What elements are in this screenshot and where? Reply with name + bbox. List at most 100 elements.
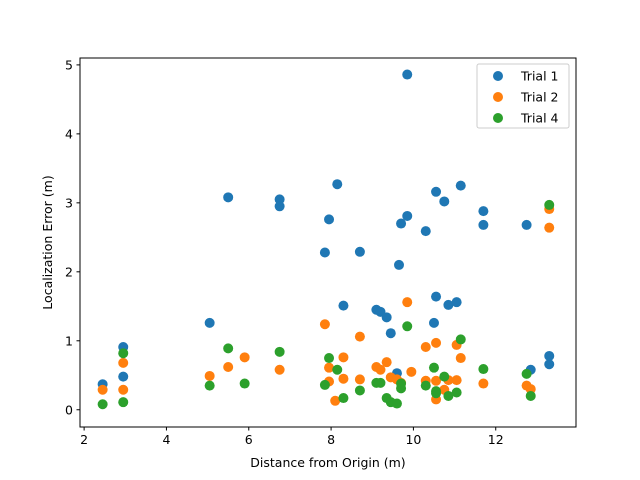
data-point — [319, 319, 330, 330]
data-point — [443, 390, 454, 401]
legend-marker-trial-1 — [493, 71, 503, 81]
data-point — [338, 373, 349, 384]
data-point — [274, 194, 285, 205]
data-point — [97, 384, 108, 395]
legend-label-trial-4: Trial 4 — [520, 111, 559, 126]
data-point — [402, 321, 413, 332]
x-tick-label: 2 — [80, 432, 88, 447]
data-points — [97, 69, 555, 410]
data-point — [239, 378, 250, 389]
data-point — [420, 380, 431, 391]
data-point — [402, 69, 413, 80]
data-point — [455, 334, 466, 345]
legend-entry-trial-1: Trial 1 — [493, 69, 558, 84]
data-point — [544, 222, 555, 233]
data-point — [478, 364, 489, 375]
x-axis-label: Distance from Origin (m) — [250, 455, 405, 470]
data-point — [431, 388, 442, 399]
data-point — [478, 219, 489, 230]
data-point — [443, 299, 454, 310]
data-point — [354, 331, 365, 342]
data-point — [319, 379, 330, 390]
data-point — [396, 218, 407, 229]
data-point — [431, 186, 442, 197]
y-tick-label: 3 — [65, 195, 73, 210]
data-point — [274, 346, 285, 357]
data-point — [391, 398, 402, 409]
data-point — [428, 317, 439, 328]
data-point — [394, 259, 404, 270]
y-tick-label: 1 — [65, 333, 73, 348]
data-point — [332, 364, 343, 375]
legend-marker-trial-2 — [493, 92, 503, 102]
data-point — [402, 297, 413, 308]
x-tick-label: 10 — [405, 432, 421, 447]
data-point — [204, 317, 215, 328]
data-point — [338, 352, 349, 363]
data-point — [354, 246, 365, 257]
legend-label-trial-2: Trial 2 — [520, 90, 558, 105]
data-point — [239, 352, 250, 363]
data-point — [439, 371, 450, 382]
legend-marker-trial-4 — [493, 113, 503, 123]
data-point — [204, 370, 215, 381]
data-point — [455, 180, 466, 191]
data-point — [324, 353, 335, 364]
data-point — [428, 362, 439, 373]
plot-frame — [79, 57, 577, 428]
legend-entry-trial-2: Trial 2 — [493, 90, 558, 105]
data-point — [478, 378, 489, 389]
x-tick-label: 12 — [488, 432, 504, 447]
data-point — [525, 384, 536, 395]
data-point — [274, 364, 285, 375]
x-tick-label: 8 — [327, 432, 335, 447]
x-tick-label: 6 — [245, 432, 253, 447]
data-point — [223, 192, 234, 203]
data-point — [381, 312, 392, 323]
data-point — [451, 297, 462, 308]
legend-entry-trial-4: Trial 4 — [493, 111, 559, 126]
data-point — [402, 210, 413, 221]
data-point — [544, 359, 555, 370]
data-point — [118, 348, 129, 359]
data-point — [431, 291, 442, 302]
data-point — [521, 219, 532, 230]
data-point — [324, 214, 335, 225]
x-axis-ticks: 2 4 6 8 10 12 — [80, 427, 504, 447]
data-point — [381, 357, 392, 368]
data-point — [204, 380, 215, 391]
data-point — [223, 343, 234, 354]
data-point — [420, 341, 431, 352]
data-point — [338, 393, 349, 404]
data-point — [396, 378, 407, 389]
data-point — [330, 395, 341, 406]
data-point — [375, 364, 386, 375]
data-point — [118, 397, 129, 408]
data-point — [274, 201, 285, 212]
y-tick-label: 5 — [65, 57, 73, 72]
y-axis-label: Localization Error (m) — [40, 175, 55, 309]
data-point — [431, 337, 442, 348]
y-axis-ticks: 0 1 2 3 4 5 — [65, 57, 80, 417]
data-point — [439, 196, 450, 207]
data-point — [451, 387, 462, 398]
data-point — [118, 384, 129, 395]
data-point — [354, 374, 365, 385]
data-point — [478, 206, 489, 217]
data-point — [431, 375, 442, 386]
data-point — [525, 390, 536, 401]
data-point — [354, 385, 365, 396]
data-point — [324, 362, 335, 373]
data-point — [521, 368, 532, 379]
data-point — [97, 399, 108, 410]
data-point — [319, 247, 330, 258]
x-tick-label: 4 — [162, 432, 170, 447]
data-point — [544, 199, 555, 210]
series-trial-4 — [97, 199, 555, 410]
data-point — [118, 371, 129, 382]
y-tick-label: 0 — [65, 402, 73, 417]
data-point — [375, 377, 386, 388]
data-point — [332, 179, 343, 190]
legend: Trial 1 Trial 2 Trial 4 — [476, 63, 570, 129]
